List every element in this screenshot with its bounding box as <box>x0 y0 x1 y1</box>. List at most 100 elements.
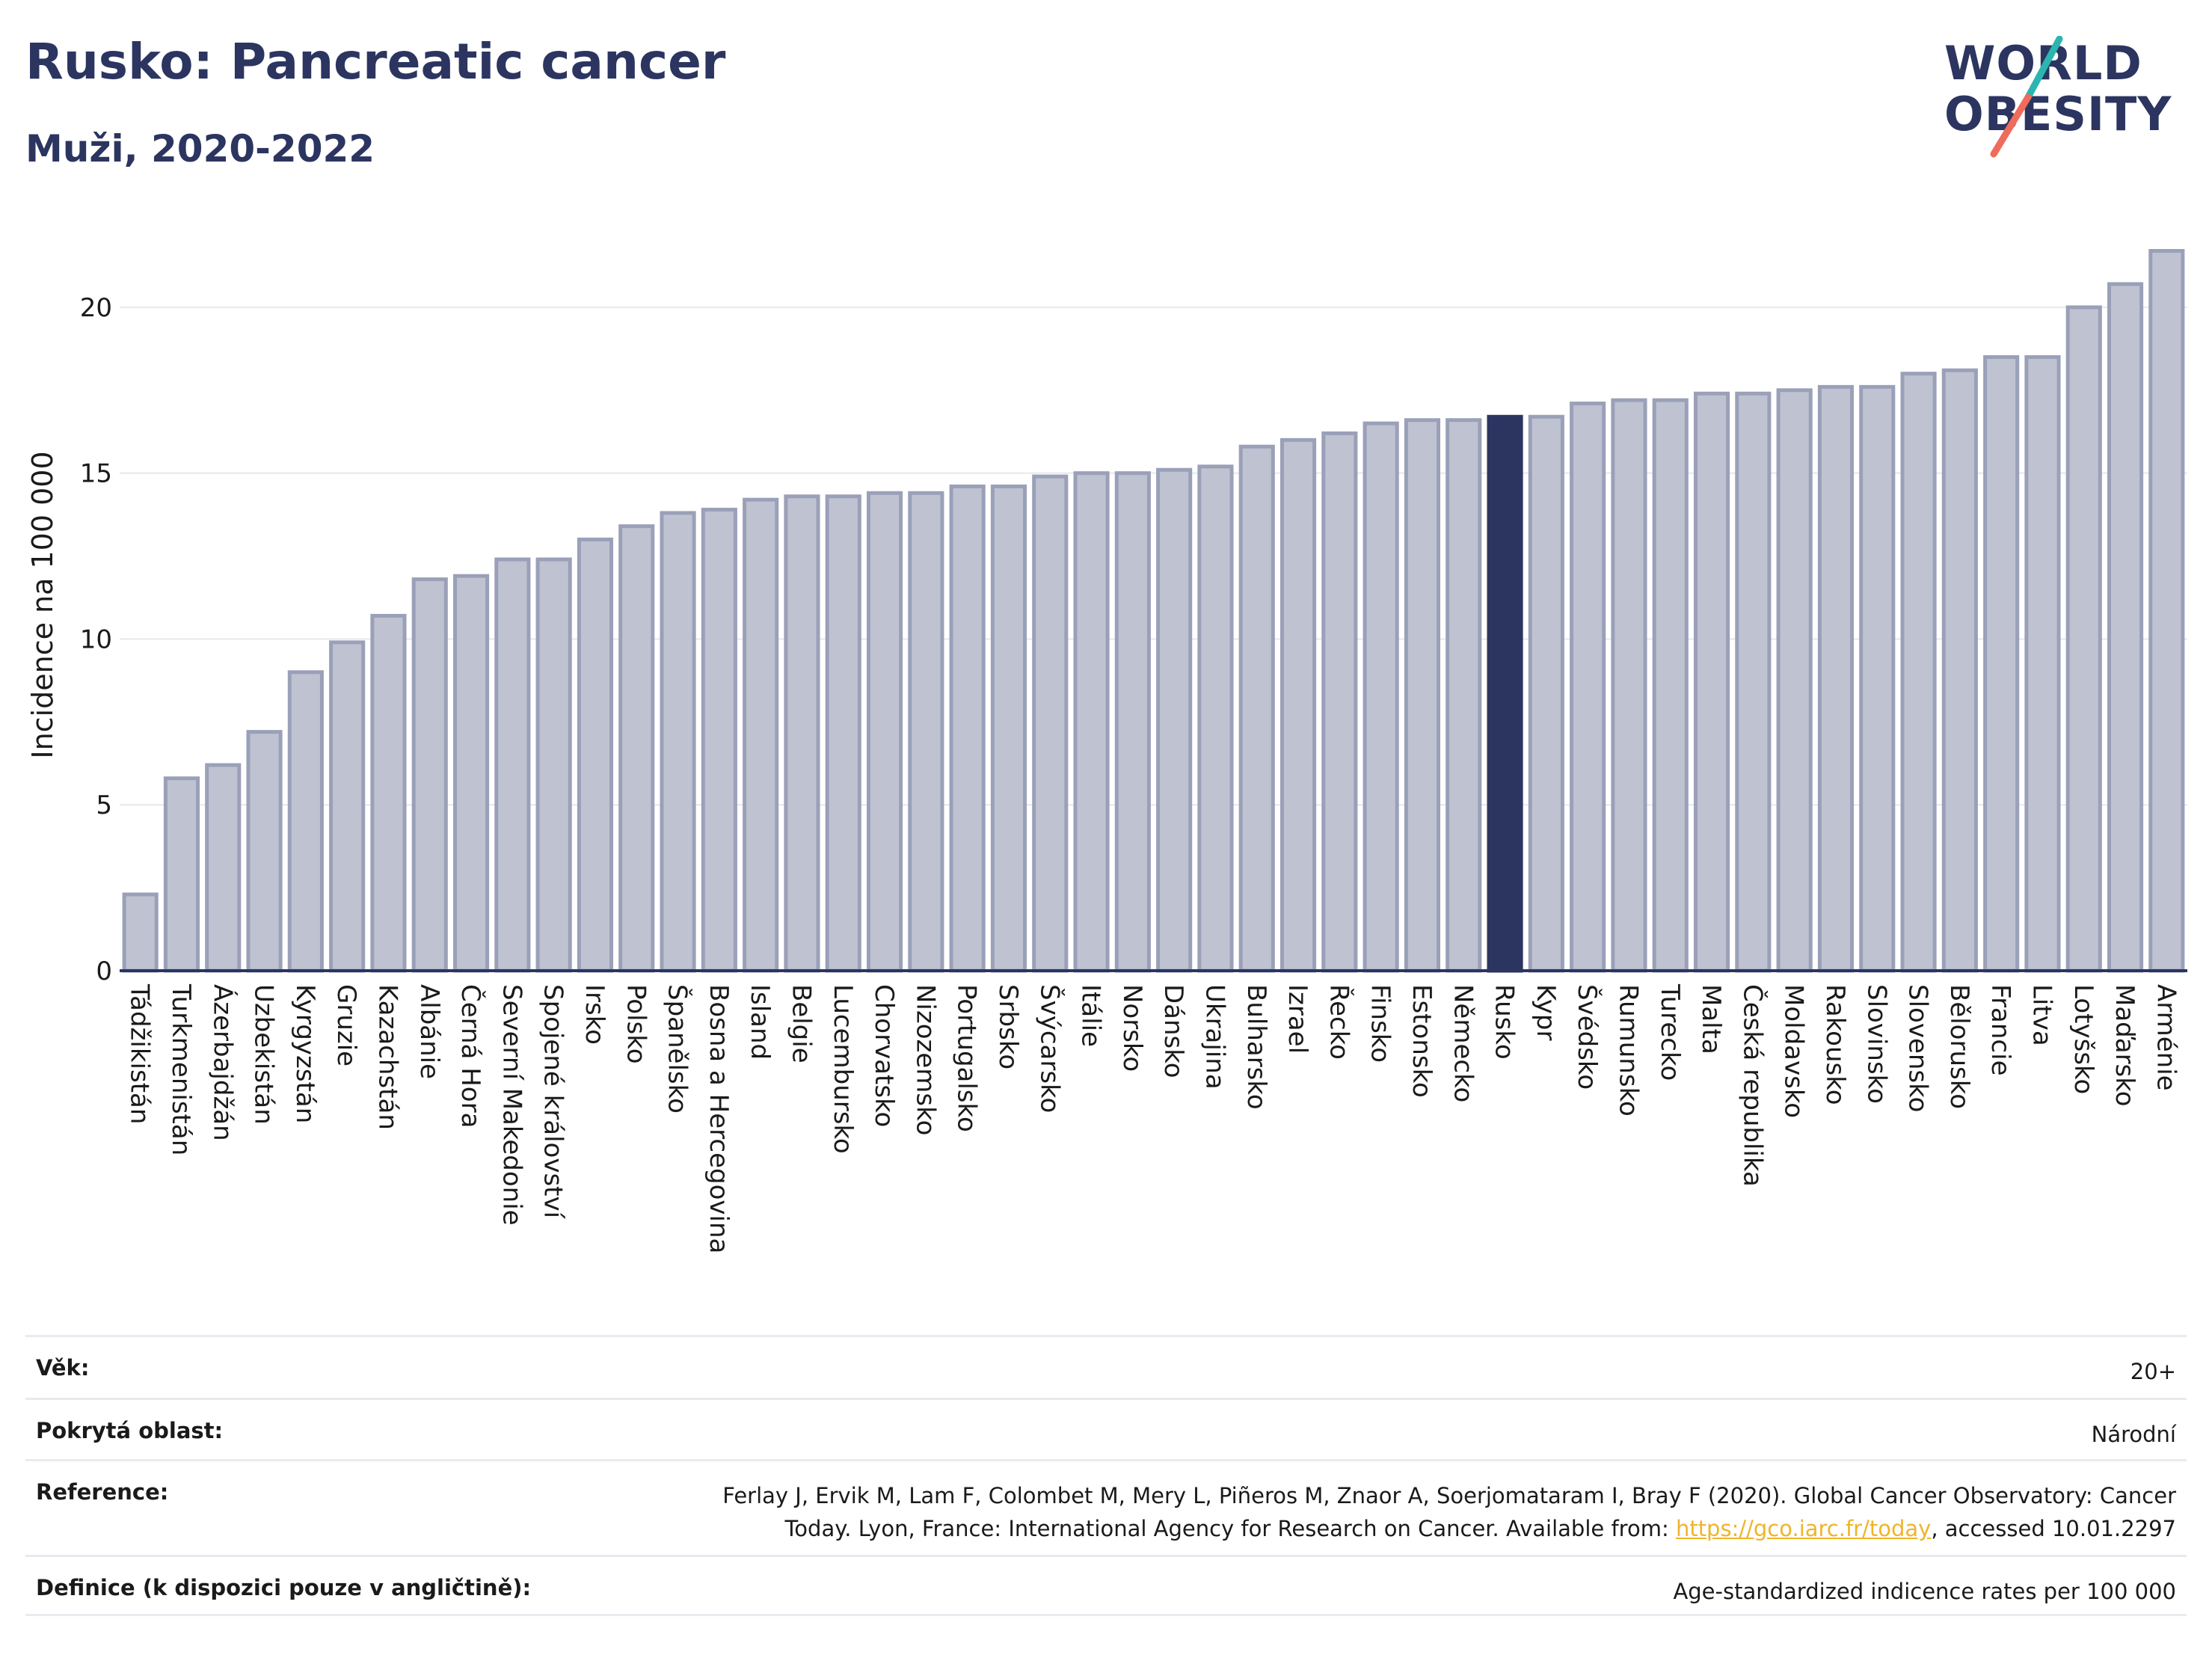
metadata-table: Věk: 20+ Pokrytá oblast: Národní Referen… <box>25 1335 2187 1616</box>
bar[interactable] <box>163 776 200 973</box>
x-tick-label: Uzbekistán <box>249 984 279 1125</box>
x-tick-label: Slovensko <box>1903 984 1933 1112</box>
bar[interactable] <box>1032 474 1069 973</box>
y-tick-label: 20 <box>80 293 112 323</box>
x-tick-label: Polsko <box>621 984 651 1064</box>
x-tick-label: Irsko <box>580 984 609 1045</box>
bar[interactable] <box>329 640 366 973</box>
x-tick-label: Moldavsko <box>1779 984 1809 1118</box>
x-tick-label: Norsko <box>1117 984 1147 1072</box>
bar[interactable] <box>990 484 1027 973</box>
bar[interactable] <box>2107 282 2144 973</box>
bar[interactable] <box>494 557 531 973</box>
meta-row-area: Pokrytá oblast: Národní <box>25 1398 2187 1459</box>
bar[interactable] <box>1652 398 1689 973</box>
bar[interactable] <box>1279 437 1317 973</box>
x-tick-label: Rusko <box>1490 984 1520 1060</box>
bar[interactable] <box>246 730 283 973</box>
x-tick-label: Severní Makedonie <box>497 984 526 1226</box>
bar[interactable] <box>618 524 655 973</box>
x-tick-label: Rumunsko <box>1613 984 1643 1117</box>
bar[interactable] <box>743 497 779 973</box>
x-tick-label: Kyrgyzstán <box>290 984 320 1123</box>
x-tick-label: Finsko <box>1365 984 1395 1063</box>
bar[interactable] <box>1362 421 1399 973</box>
bar[interactable] <box>784 494 820 973</box>
bar[interactable] <box>1817 384 1855 973</box>
reference-text-line2: Today. Lyon, France: International Agenc… <box>784 1516 1669 1541</box>
x-tick-label: Spojené království <box>538 984 568 1220</box>
x-tick-label: Turkmenistán <box>166 983 196 1155</box>
bar[interactable] <box>1114 471 1151 973</box>
logo-slash-icon <box>1990 36 2063 158</box>
reference-link[interactable]: https://gco.iarc.fr/today <box>1675 1516 1932 1541</box>
x-tick-label: Švédsko <box>1572 984 1603 1090</box>
bar[interactable] <box>2065 305 2102 973</box>
bar[interactable] <box>287 670 324 973</box>
bar[interactable] <box>411 577 448 973</box>
bars <box>122 248 2185 973</box>
bar[interactable] <box>701 507 737 973</box>
bar[interactable] <box>1238 444 1275 973</box>
meta-definition-value: Age-standardized indicence rates per 100… <box>1673 1579 2176 1604</box>
bar[interactable] <box>825 494 861 973</box>
bar[interactable] <box>2148 248 2185 973</box>
bar[interactable] <box>535 557 572 973</box>
logo-text-obesity: OBESITY <box>1944 87 2172 141</box>
x-tick-label: Lotyšsko <box>2068 984 2098 1094</box>
x-tick-label: Řecko <box>1324 984 1354 1060</box>
bar[interactable] <box>2024 354 2061 973</box>
bar[interactable] <box>1446 418 1482 973</box>
x-tick-label: Turecko <box>1655 983 1685 1081</box>
bar[interactable] <box>1900 372 1937 973</box>
bar[interactable] <box>1570 402 1606 973</box>
x-tick-label: Dánsko <box>1158 984 1188 1078</box>
bar[interactable] <box>1073 471 1110 973</box>
bar[interactable] <box>577 537 614 973</box>
x-tick-label: Švýcarsko <box>1034 984 1065 1113</box>
bar[interactable] <box>1197 464 1234 973</box>
x-tick-label: Srbsko <box>993 984 1023 1069</box>
x-tick-label: Portugalsko <box>952 984 982 1132</box>
meta-reference-label: Reference: <box>36 1479 169 1505</box>
reference-text-line3: , accessed 10.01.2297 <box>1931 1516 2176 1541</box>
bar[interactable] <box>1404 418 1441 973</box>
meta-reference-value: Ferlay J, Ervik M, Lam F, Colombet M, Me… <box>722 1479 2176 1545</box>
bar[interactable] <box>1611 398 1647 973</box>
bar[interactable] <box>908 491 944 973</box>
bar[interactable] <box>866 491 903 973</box>
bar[interactable] <box>122 892 159 973</box>
bar[interactable] <box>660 511 696 973</box>
chart-subtitle: Muži, 2020-2022 <box>25 127 375 171</box>
x-tick-label: Belgie <box>786 984 816 1063</box>
bar[interactable] <box>949 484 986 973</box>
bar-chart: 0 5 10 15 20 Tádžikistán Turkmenistán Ázerbajd… <box>26 248 2187 1253</box>
bar-highlighted[interactable] <box>1487 414 1523 973</box>
x-tick-label: Litva <box>2027 984 2056 1046</box>
x-tick-label: Ukrajina <box>1199 984 1229 1090</box>
x-tick-label: Kypr <box>1531 984 1561 1041</box>
bar[interactable] <box>1983 354 2020 973</box>
x-axis-labels: Tádžikistán Turkmenistán Ázerbajdžán Uzbeki… <box>125 983 2181 1253</box>
y-tick-label: 0 <box>96 957 112 986</box>
bar[interactable] <box>1156 467 1193 973</box>
bar[interactable] <box>370 613 407 973</box>
x-tick-label: Francie <box>1985 984 2015 1076</box>
bar[interactable] <box>1776 388 1813 973</box>
x-tick-label: Chorvatsko <box>869 984 899 1127</box>
bar[interactable] <box>1735 391 1772 973</box>
y-tick-label: 10 <box>80 624 112 654</box>
x-tick-label: Rakousko <box>1820 984 1850 1105</box>
bar[interactable] <box>452 574 490 973</box>
y-tick-label: 15 <box>80 459 112 489</box>
meta-definition-label: Definice (k dispozici pouze v angličtině… <box>36 1575 532 1600</box>
meta-area-label: Pokrytá oblast: <box>36 1418 224 1443</box>
bar[interactable] <box>1859 384 1896 973</box>
x-tick-label: Německo <box>1448 984 1478 1102</box>
bar[interactable] <box>1941 368 1978 973</box>
bar[interactable] <box>1693 391 1730 973</box>
bar[interactable] <box>205 763 242 973</box>
x-tick-label: Maďarsko <box>2110 984 2139 1107</box>
bar[interactable] <box>1528 414 1564 973</box>
bar[interactable] <box>1321 431 1358 973</box>
